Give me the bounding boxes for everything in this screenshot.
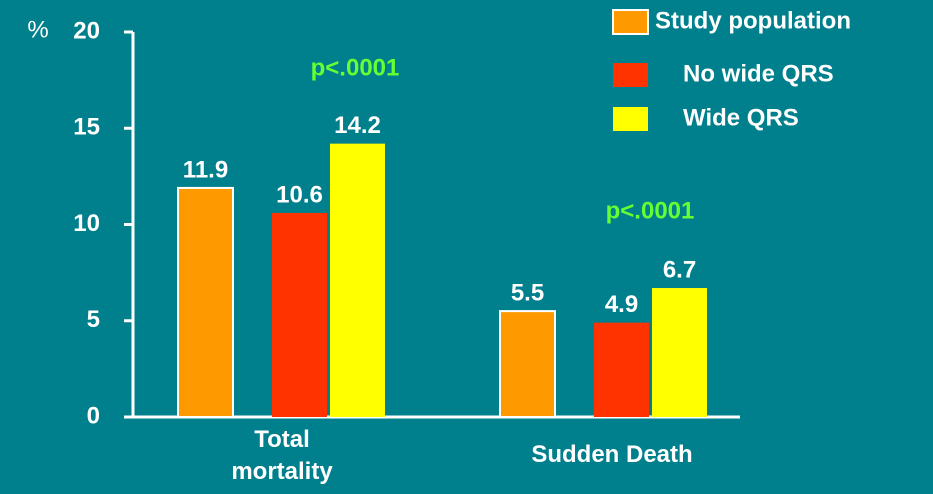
y-tick-label: 10 — [73, 210, 100, 237]
data-label: 14.2 — [334, 112, 381, 139]
legend-label: No wide QRS — [683, 60, 834, 87]
bar — [272, 212, 327, 417]
x-tick-label: Total mortality — [231, 426, 333, 485]
y-tick-label: 15 — [73, 114, 100, 141]
annotation: p<.0001 — [311, 54, 400, 81]
y-axis-label: % — [27, 16, 48, 43]
legend-label: Study population — [655, 7, 851, 34]
data-label: 6.7 — [663, 256, 696, 283]
bar — [499, 310, 556, 418]
legend-swatch — [613, 107, 648, 131]
y-tick-label: 5 — [87, 306, 100, 333]
data-label: 5.5 — [511, 279, 544, 306]
legend-label: Wide QRS — [683, 104, 799, 131]
bar — [652, 288, 707, 417]
data-label: 4.9 — [605, 291, 638, 318]
y-tick-label: 20 — [73, 17, 100, 44]
annotation: p<.0001 — [606, 197, 695, 224]
data-label: 10.6 — [276, 181, 323, 208]
x-tick-label: Sudden Death — [531, 441, 693, 468]
legend-swatch — [612, 9, 649, 35]
legend-swatch — [613, 63, 648, 87]
data-label: 11.9 — [183, 156, 228, 183]
bar — [594, 322, 649, 417]
y-tick-label: 0 — [87, 402, 100, 429]
bar — [177, 186, 234, 418]
bar — [330, 143, 385, 417]
